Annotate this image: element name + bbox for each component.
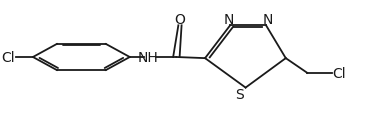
Text: N: N [223,13,234,27]
Text: S: S [235,87,243,101]
Text: Cl: Cl [333,66,346,80]
Text: N: N [262,13,273,27]
Text: NH: NH [137,51,158,64]
Text: O: O [174,12,185,26]
Text: Cl: Cl [2,51,15,64]
